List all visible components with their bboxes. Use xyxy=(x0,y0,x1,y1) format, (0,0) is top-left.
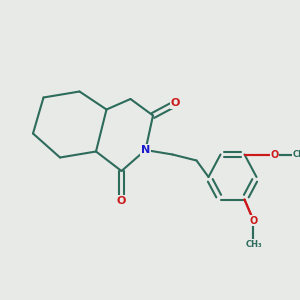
Text: CH₃: CH₃ xyxy=(245,240,262,249)
Text: O: O xyxy=(270,149,279,160)
Text: O: O xyxy=(117,196,126,206)
Text: O: O xyxy=(249,215,258,226)
Text: O: O xyxy=(171,98,180,109)
Text: N: N xyxy=(141,145,150,155)
Text: CH₃: CH₃ xyxy=(292,150,300,159)
